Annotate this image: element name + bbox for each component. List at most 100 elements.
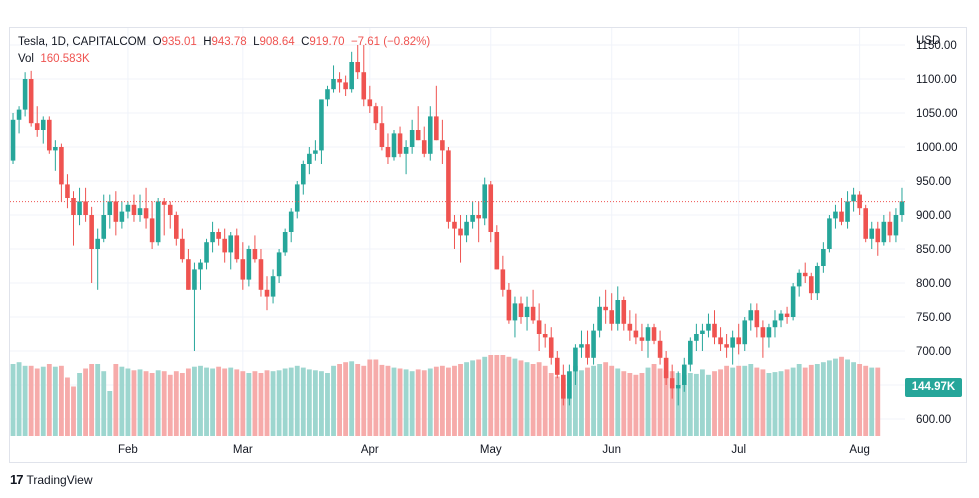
candle-body xyxy=(167,204,173,215)
volume-value: 160.583K xyxy=(40,53,90,65)
candle-body xyxy=(500,269,506,290)
volume-bar xyxy=(252,371,258,436)
volume-bar xyxy=(772,372,778,436)
volume-bar xyxy=(415,369,421,436)
candle-body xyxy=(264,289,270,297)
candle-body xyxy=(331,79,336,90)
candle-body xyxy=(47,119,52,151)
candle-body xyxy=(234,235,240,260)
candle-body xyxy=(476,215,481,219)
candle-body xyxy=(409,130,415,147)
candle-body xyxy=(282,232,288,253)
candle-body xyxy=(28,79,34,124)
volume-bar xyxy=(210,368,216,436)
volume-bar xyxy=(185,368,191,436)
candle-body xyxy=(681,364,687,385)
candle-body xyxy=(778,313,784,321)
volume-bar xyxy=(137,369,143,436)
candle-body xyxy=(585,344,590,358)
volume-bar xyxy=(379,364,385,436)
interval-label: 1D xyxy=(51,36,66,48)
low-label: L xyxy=(253,36,260,48)
volume-bar xyxy=(89,364,95,436)
candle-body xyxy=(319,99,324,151)
candle-body xyxy=(222,238,227,253)
volume-bar xyxy=(107,391,113,436)
candle-body xyxy=(808,276,814,294)
candle-body xyxy=(754,310,760,328)
volume-bar xyxy=(645,367,651,436)
volume-bar xyxy=(28,365,34,436)
candle-body xyxy=(216,232,221,239)
volume-bar xyxy=(693,373,699,436)
volume-bar xyxy=(494,355,500,436)
volume-bar xyxy=(470,360,476,436)
candle-body xyxy=(627,323,633,331)
volume-bar xyxy=(506,356,512,436)
candle-body xyxy=(71,198,76,215)
candle-body xyxy=(730,337,735,348)
volume-bar xyxy=(687,373,693,436)
volume-bar xyxy=(536,362,542,436)
candle-body xyxy=(742,320,748,345)
y-tick-label: 1000.00 xyxy=(916,142,958,154)
volume-bar xyxy=(433,366,439,436)
volume-bar xyxy=(730,367,736,436)
volume-bar xyxy=(857,364,863,436)
candle-body xyxy=(300,164,306,185)
currency-label: USD xyxy=(916,35,940,47)
volume-bar xyxy=(458,364,463,436)
candle-body xyxy=(421,140,427,154)
tradingview-brand[interactable]: 17 TradingView xyxy=(10,472,93,487)
volume-bar xyxy=(216,366,222,436)
volume-bar xyxy=(34,368,40,436)
volume-bar xyxy=(149,373,155,436)
candle-body xyxy=(639,337,645,341)
volume-bar xyxy=(796,364,802,436)
candle-body xyxy=(83,201,88,215)
candle-body xyxy=(204,242,209,263)
volume-bar xyxy=(101,371,107,436)
volume-bar xyxy=(282,368,288,436)
candle-body xyxy=(186,259,191,290)
candle-body xyxy=(391,133,397,158)
volume-bar xyxy=(681,374,687,436)
high-label: H xyxy=(203,36,212,48)
volume-bar xyxy=(778,371,784,436)
volume-bar xyxy=(228,367,234,436)
candle-body xyxy=(137,208,143,215)
candle-body xyxy=(760,327,766,338)
y-tick-label: 750.00 xyxy=(916,312,951,324)
volume-bar xyxy=(312,370,318,436)
candle-body xyxy=(294,184,300,212)
candle-body xyxy=(131,204,137,215)
candle-body xyxy=(349,62,354,90)
candle-body xyxy=(899,201,905,215)
y-tick-label: 900.00 xyxy=(916,210,951,222)
candle-body xyxy=(343,82,348,90)
volume-bar xyxy=(488,355,494,436)
volume-bar xyxy=(246,373,252,436)
candle-body xyxy=(143,208,149,219)
candle-body xyxy=(724,344,729,348)
x-tick-label: Jul xyxy=(731,444,746,456)
volume-bar xyxy=(367,359,373,436)
candle-body xyxy=(403,147,409,154)
volume-bar xyxy=(869,367,875,436)
candle-body xyxy=(748,310,754,321)
candle-body xyxy=(464,221,469,236)
high-value: 943.78 xyxy=(211,36,247,48)
x-tick-label: Aug xyxy=(849,444,869,456)
volume-bar xyxy=(294,365,300,436)
candle-body xyxy=(101,215,107,239)
y-tick-label: 850.00 xyxy=(916,244,951,256)
volume-bar xyxy=(71,386,76,436)
candle-body xyxy=(609,310,615,324)
y-tick-label: 1150.00 xyxy=(916,40,957,52)
volume-bar xyxy=(790,367,796,436)
candle-body xyxy=(252,249,258,260)
volume-bar xyxy=(802,367,808,436)
volume-bar xyxy=(633,374,639,436)
candle-body xyxy=(276,252,282,277)
